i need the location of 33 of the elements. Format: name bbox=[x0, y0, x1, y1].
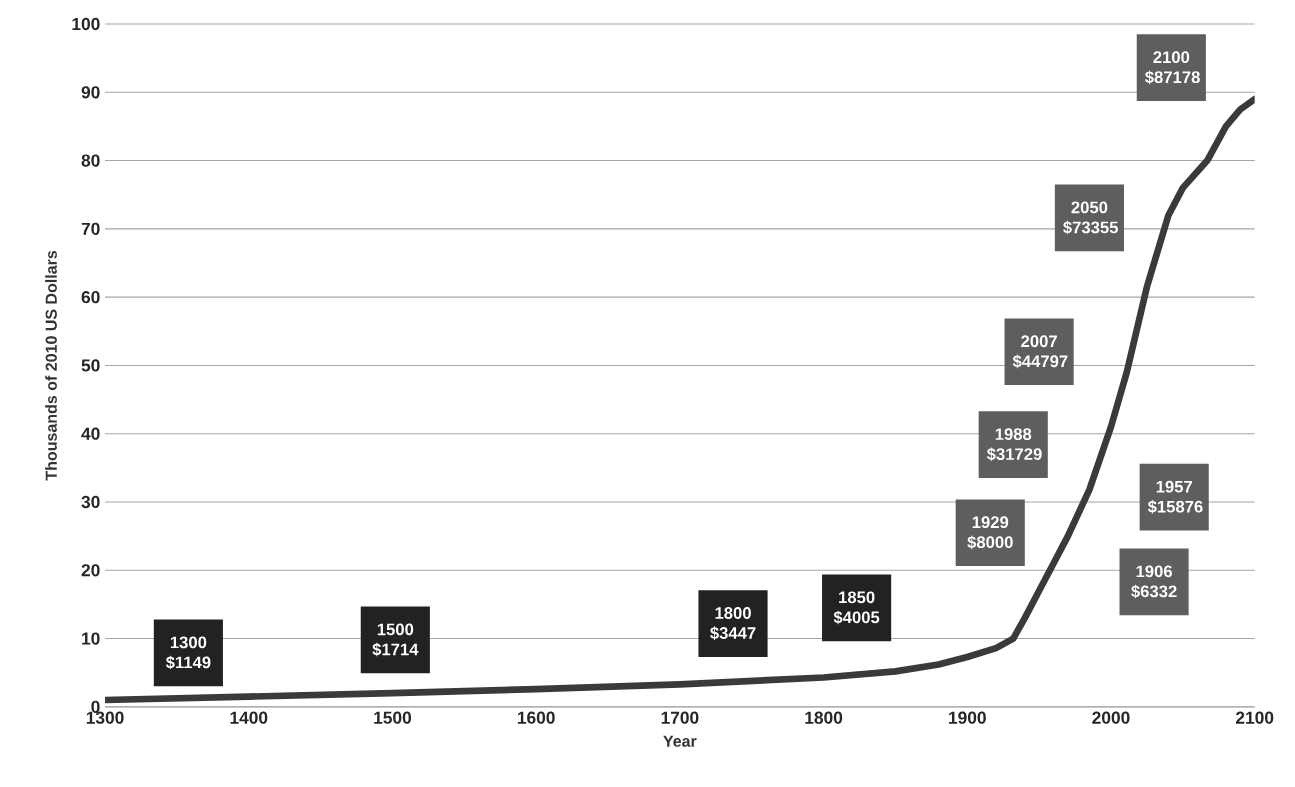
annotation: 1988 $31729 bbox=[986, 428, 1042, 462]
x-axis-title: Year bbox=[663, 735, 697, 747]
annotation: 1800 $3447 bbox=[710, 607, 756, 641]
x-tick-label: 1400 bbox=[230, 711, 268, 724]
x-tick-label: 1700 bbox=[661, 711, 699, 724]
y-tick-label: 80 bbox=[81, 154, 100, 167]
annotation: 2100 $87178 bbox=[1144, 51, 1200, 85]
annotation: 1957 $15876 bbox=[1147, 480, 1203, 514]
y-tick-label: 70 bbox=[81, 222, 100, 236]
annotation: 1500 $1714 bbox=[372, 623, 419, 657]
y-tick-label: 40 bbox=[81, 427, 100, 440]
y-tick-label: 50 bbox=[81, 359, 100, 372]
x-tick-label: 1600 bbox=[517, 711, 555, 724]
y-tick-label: 100 bbox=[72, 17, 100, 31]
y-tick-label: 30 bbox=[81, 495, 100, 509]
y-tick-label: 0 bbox=[91, 700, 100, 714]
x-tick-label: 1500 bbox=[374, 711, 411, 724]
x-tick-label: 2000 bbox=[1092, 711, 1130, 724]
annotation: 1300 $1149 bbox=[165, 636, 211, 670]
y-tick-label: 20 bbox=[81, 564, 100, 577]
annotation: 1850 $4005 bbox=[833, 591, 880, 625]
y-axis-title: Thousands of 2010 US Dollars bbox=[45, 250, 57, 481]
annotation: 1906 $6332 bbox=[1131, 565, 1177, 599]
x-tick-label: 1800 bbox=[805, 711, 843, 724]
annotation: 2007 $44797 bbox=[1012, 335, 1068, 369]
annotation: 2050 $73355 bbox=[1063, 201, 1118, 235]
x-tick-label: 1900 bbox=[949, 711, 986, 724]
y-tick-label: 90 bbox=[81, 86, 100, 99]
x-tick-label: 2100 bbox=[1235, 711, 1274, 724]
x-tick-label: 1300 bbox=[86, 711, 124, 724]
y-tick-label: 60 bbox=[81, 291, 100, 304]
annotation: 1929 $8000 bbox=[967, 516, 1013, 550]
y-tick-label: 10 bbox=[82, 632, 100, 645]
